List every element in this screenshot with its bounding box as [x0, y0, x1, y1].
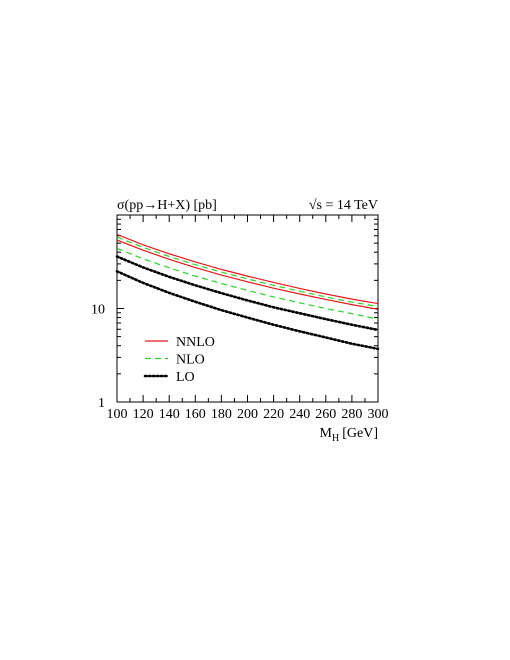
x-axis-label-main: M [320, 426, 333, 441]
plot-frame [116, 214, 379, 403]
series-lines [115, 233, 380, 351]
x-tick-label: 140 [159, 407, 180, 422]
x-axis-label: MH [GeV] [320, 426, 378, 444]
chart-title-left: σ(pp→H+X) [pb] [117, 198, 217, 213]
series-line-lo [115, 255, 380, 332]
series-line-band-5 [115, 269, 380, 351]
x-tick-label: 160 [185, 407, 206, 422]
x-tick-label: 260 [315, 407, 336, 422]
legend-label-nnlo: NNLO [176, 335, 215, 350]
legend: NNLO NLO LO [143, 335, 215, 385]
y-tick-label: 1 [98, 396, 105, 411]
y-tick-label: 10 [91, 303, 105, 318]
x-axis-label-unit: [GeV] [342, 426, 378, 441]
x-tick-label: 280 [341, 407, 362, 422]
x-axis-label-sub: H [332, 433, 339, 444]
x-tick-label: 220 [263, 407, 284, 422]
x-tick-label: 240 [289, 407, 310, 422]
x-tick-label: 120 [133, 407, 154, 422]
series-line-band-3 [116, 247, 379, 320]
legend-label-lo: LO [176, 370, 195, 385]
chart-title-right: √s = 14 TeV [309, 198, 378, 213]
series-line-nnlo [116, 233, 379, 305]
x-tick-label: 180 [211, 407, 232, 422]
x-tick-label: 100 [107, 407, 128, 422]
axis-ticks: 100 120 140 160 180 200 220 240 260 280 300 1 10 [91, 215, 389, 422]
legend-label-nlo: NLO [176, 353, 205, 368]
x-tick-label: 300 [368, 407, 389, 422]
series-line-band-1 [116, 239, 379, 310]
x-tick-label: 200 [237, 407, 258, 422]
